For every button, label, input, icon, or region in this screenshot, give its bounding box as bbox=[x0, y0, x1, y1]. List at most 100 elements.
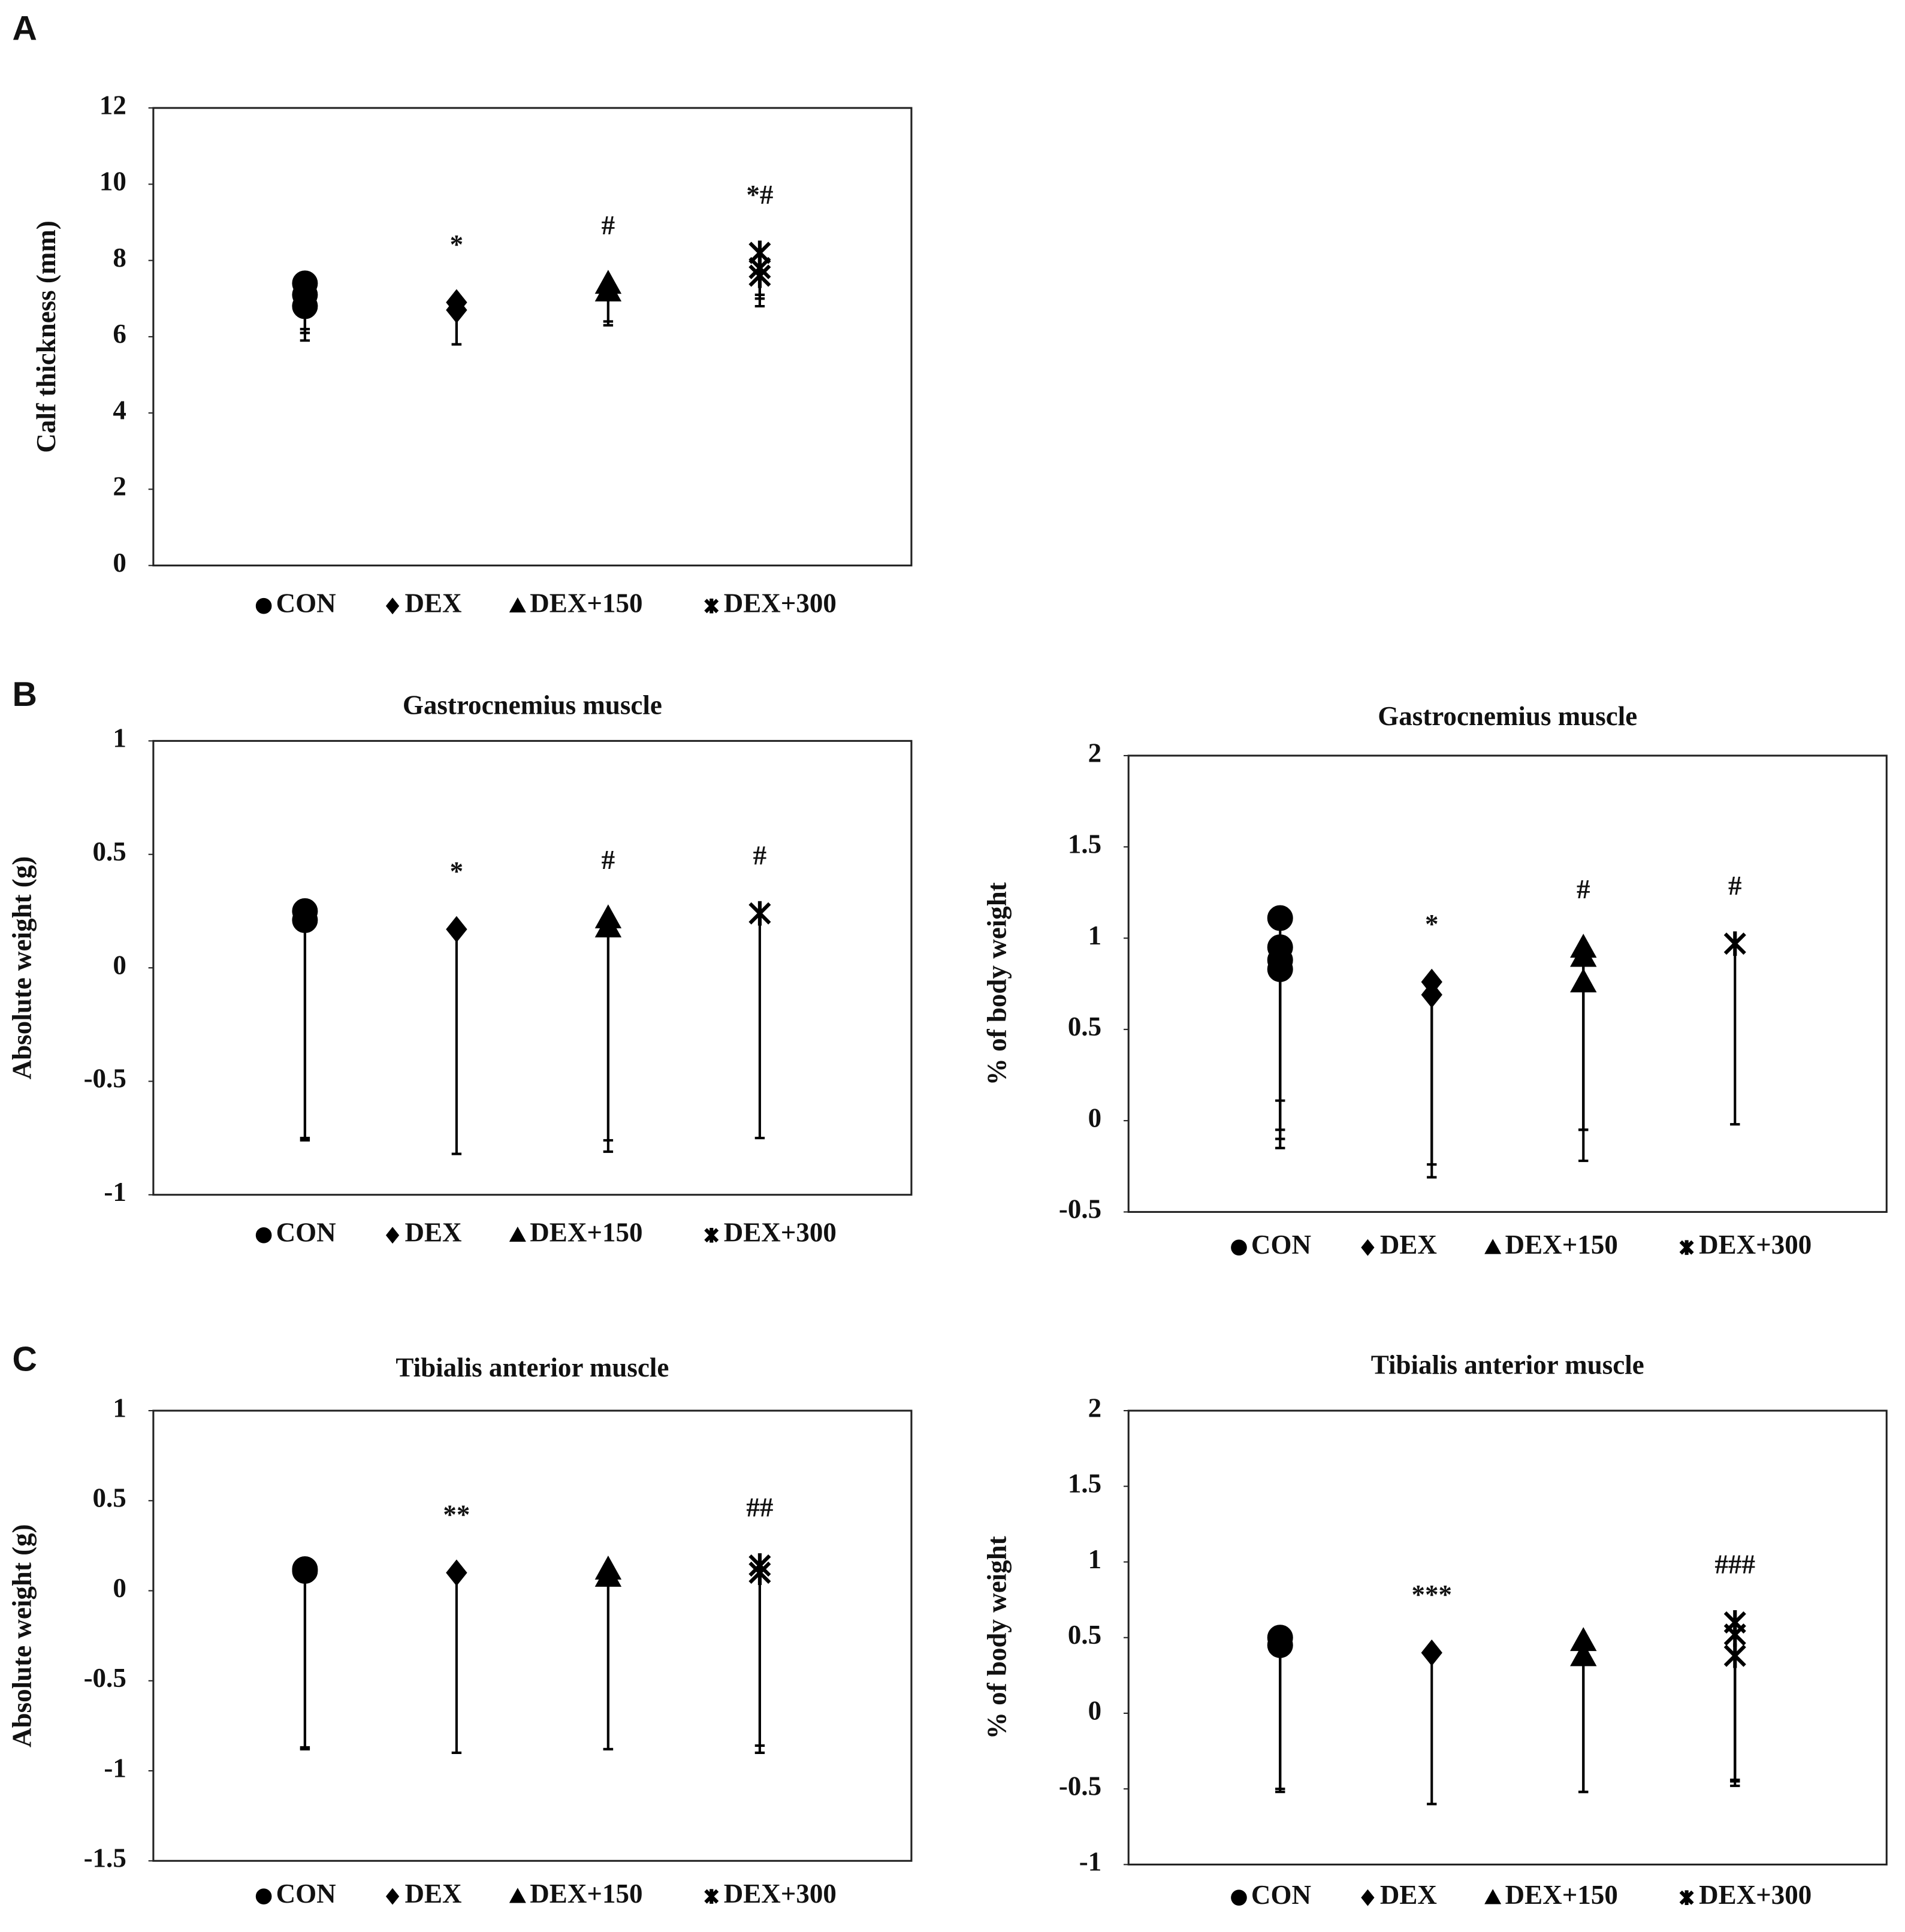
marker bbox=[446, 297, 467, 324]
significance-label: # bbox=[602, 210, 615, 240]
marker bbox=[748, 263, 771, 288]
marker bbox=[1421, 981, 1442, 1009]
legend-marker bbox=[1484, 1889, 1502, 1904]
plot-frame bbox=[152, 107, 913, 567]
legend-marker bbox=[704, 1228, 719, 1243]
panel-label: A bbox=[12, 9, 37, 47]
legend-label: DEX bbox=[405, 1879, 462, 1909]
legend-marker bbox=[509, 1888, 526, 1903]
legend-marker bbox=[385, 1888, 400, 1905]
y-tick-label: -1 bbox=[104, 1753, 126, 1783]
y-tick-label: 6 bbox=[113, 319, 126, 349]
marker bbox=[1267, 1632, 1293, 1658]
plot-frame bbox=[1127, 1409, 1888, 1865]
y-tick-label: 1 bbox=[113, 1393, 126, 1423]
marker bbox=[1570, 968, 1597, 993]
y-tick-label: -0.5 bbox=[84, 1064, 126, 1094]
y-axis-label: % of body weight bbox=[982, 1536, 1012, 1739]
legend-label: DEX+300 bbox=[724, 588, 837, 618]
y-tick-label: 2 bbox=[1088, 1393, 1102, 1423]
legend-label: DEX+300 bbox=[724, 1879, 837, 1909]
legend-label: DEX+300 bbox=[724, 1218, 837, 1248]
legend-label: DEX+150 bbox=[530, 588, 642, 618]
y-tick-label: 0.5 bbox=[93, 837, 126, 867]
y-axis-label: Absolute weight (g) bbox=[7, 856, 37, 1080]
significance-label: ### bbox=[1715, 1550, 1756, 1580]
y-tick-label: 10 bbox=[99, 167, 126, 197]
y-tick-label: 0 bbox=[113, 950, 126, 980]
y-tick-label: 2 bbox=[1088, 738, 1102, 768]
y-tick-label: 0 bbox=[113, 548, 126, 578]
legend-marker bbox=[1361, 1239, 1375, 1256]
legend-marker bbox=[704, 598, 719, 614]
y-tick-label: -1 bbox=[1079, 1847, 1102, 1877]
legend-marker bbox=[385, 597, 400, 615]
y-tick-label: 0.5 bbox=[1068, 1620, 1101, 1650]
legend-marker bbox=[704, 1889, 719, 1904]
marker bbox=[594, 277, 622, 301]
legend-label: CON bbox=[1251, 1880, 1311, 1910]
significance-label: # bbox=[602, 845, 615, 875]
legend-label: DEX bbox=[1380, 1880, 1437, 1910]
y-tick-label: 8 bbox=[113, 243, 126, 273]
legend-marker bbox=[1231, 1889, 1247, 1906]
significance-label: # bbox=[1728, 871, 1742, 901]
y-tick-label: 1 bbox=[113, 723, 126, 753]
legend-label: CON bbox=[276, 1879, 336, 1909]
y-tick-label: -0.5 bbox=[1059, 1194, 1101, 1224]
legend-marker bbox=[1679, 1240, 1694, 1255]
chart-title: Gastrocnemius muscle bbox=[1378, 701, 1637, 731]
marker bbox=[1723, 1643, 1746, 1668]
y-tick-label: 0.5 bbox=[93, 1483, 126, 1513]
marker bbox=[292, 907, 318, 934]
legend-label: DEX+300 bbox=[1699, 1880, 1812, 1910]
significance-label: # bbox=[1577, 874, 1590, 904]
chart-title: Tibialis anterior muscle bbox=[1371, 1350, 1644, 1380]
y-tick-label: 0.5 bbox=[1068, 1012, 1101, 1042]
marker bbox=[1570, 943, 1597, 967]
legend-label: DEX bbox=[405, 588, 462, 618]
y-tick-label: 1.5 bbox=[1068, 829, 1101, 859]
legend-label: DEX bbox=[1380, 1230, 1437, 1260]
marker bbox=[748, 901, 771, 926]
y-tick-label: 1 bbox=[1088, 920, 1102, 950]
significance-label: # bbox=[753, 840, 767, 870]
marker bbox=[1267, 956, 1293, 982]
legend-label: DEX bbox=[405, 1218, 462, 1248]
legend-label: DEX+300 bbox=[1699, 1230, 1812, 1260]
legend-marker bbox=[1361, 1889, 1375, 1906]
legend-marker bbox=[509, 597, 526, 613]
marker bbox=[446, 916, 467, 943]
significance-label: *** bbox=[1411, 1580, 1452, 1610]
y-tick-label: -0.5 bbox=[1059, 1771, 1101, 1801]
legend-marker bbox=[1231, 1239, 1247, 1256]
plot-frame bbox=[152, 739, 913, 1196]
panel-label: B bbox=[12, 675, 37, 714]
marker bbox=[292, 1557, 318, 1584]
legend-marker bbox=[385, 1227, 400, 1244]
y-tick-label: 0 bbox=[1088, 1103, 1102, 1133]
legend-marker bbox=[255, 597, 272, 614]
marker bbox=[292, 293, 318, 319]
marker bbox=[1267, 905, 1293, 931]
significance-label: *# bbox=[746, 180, 773, 210]
y-tick-label: 4 bbox=[113, 395, 126, 425]
y-tick-label: 1 bbox=[1088, 1544, 1102, 1574]
legend-label: DEX+150 bbox=[1505, 1880, 1618, 1910]
significance-label: * bbox=[1425, 909, 1439, 939]
legend-label: CON bbox=[276, 1218, 336, 1248]
panel-label: C bbox=[12, 1340, 37, 1378]
legend-label: CON bbox=[1251, 1230, 1311, 1260]
marker bbox=[1570, 1642, 1597, 1667]
plot-frame bbox=[152, 1409, 913, 1862]
marker bbox=[1421, 1639, 1442, 1667]
y-tick-label: -1 bbox=[104, 1177, 126, 1207]
marker bbox=[594, 1562, 622, 1587]
y-tick-label: -0.5 bbox=[84, 1663, 126, 1693]
marker bbox=[748, 1560, 771, 1585]
legend-marker bbox=[1484, 1239, 1502, 1254]
y-tick-label: 0 bbox=[1088, 1695, 1102, 1725]
y-tick-label: 12 bbox=[99, 90, 126, 120]
y-tick-label: -1.5 bbox=[84, 1843, 126, 1873]
